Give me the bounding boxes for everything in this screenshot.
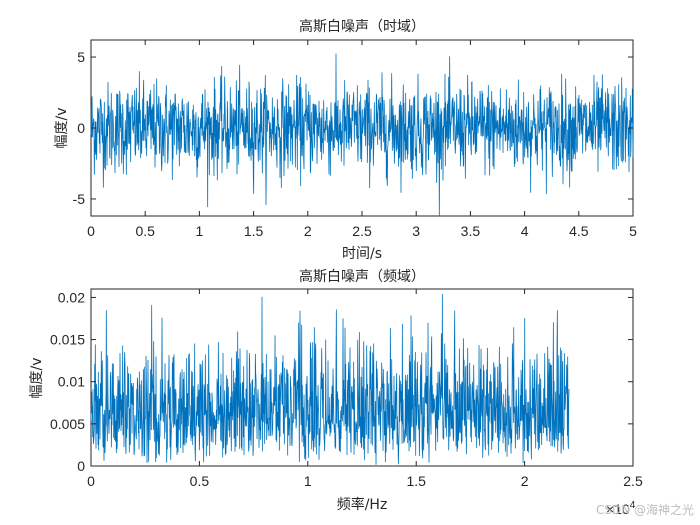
y-tick-label: 0.02 [58,289,85,305]
y-tick-label: 0 [77,458,85,474]
frequency-domain-ylabel: 幅度/v [29,357,45,398]
y-tick-label: 0 [77,120,85,136]
y-tick-label: -5 [73,191,86,207]
time-domain-signal [90,53,634,217]
x-tick-label: 0.5 [135,223,155,239]
x-tick-label: 0 [87,223,95,239]
time-domain-xlabel: 时间/s [342,246,382,262]
x-tick-label: 2 [304,223,312,239]
frequency-domain-xlabel: 频率/Hz [337,496,388,513]
time-domain-axes: 0 0.5 1 1.5 2 2.5 3 3.5 4 4.5 5-505 高斯白噪声（时域） 时间/s… [54,18,637,262]
y-tick-label: 0.01 [58,374,85,390]
frequency-domain-spectrum [90,294,570,465]
x-tick-label: 4.5 [569,223,589,239]
frequency-domain-series-line [90,294,570,465]
watermark: CSDN @海神之光 [596,502,694,517]
x-tick-label: 5 [629,223,637,239]
frequency-domain-axes: 0 0.5 1 1.5 2 2.5 0 0.005 0.01 0.015 0.02 高斯白噪声（频域… [29,268,643,517]
y-tick-label: 0.015 [50,332,85,348]
x-tick-label: 1.5 [406,473,426,489]
frequency-domain-ticks: 0 0.5 1 1.5 2 2.5 0 0.005 0.01 0.015 0.02 [50,289,643,489]
x-tick-label: 3 [412,223,420,239]
x-exponent-label: ×104 [606,500,636,517]
x-tick-label: 4 [521,223,529,239]
x-tick-label: 0 [87,473,95,489]
frequency-domain-title: 高斯白噪声（频域） [299,268,425,285]
x-tick-label: 2 [521,473,529,489]
x-tick-label: 1 [304,473,312,489]
time-domain-ticks: 0 0.5 1 1.5 2 2.5 3 3.5 4 4.5 5-505 [73,40,637,239]
time-domain-ylabel: 幅度/v [54,107,70,148]
time-domain-title: 高斯白噪声（时域） [299,18,425,35]
x-tick-label: 0.5 [190,473,210,489]
x-tick-label: 1 [196,223,204,239]
x-tick-label: 3.5 [461,223,481,239]
x-tick-label: 1.5 [244,223,264,239]
x-tick-label: 2.5 [352,223,372,239]
time-domain-series-line [90,53,634,217]
y-tick-label: 5 [77,49,85,65]
x-tick-label: 2.5 [623,473,643,489]
y-tick-label: 0.005 [50,416,85,432]
